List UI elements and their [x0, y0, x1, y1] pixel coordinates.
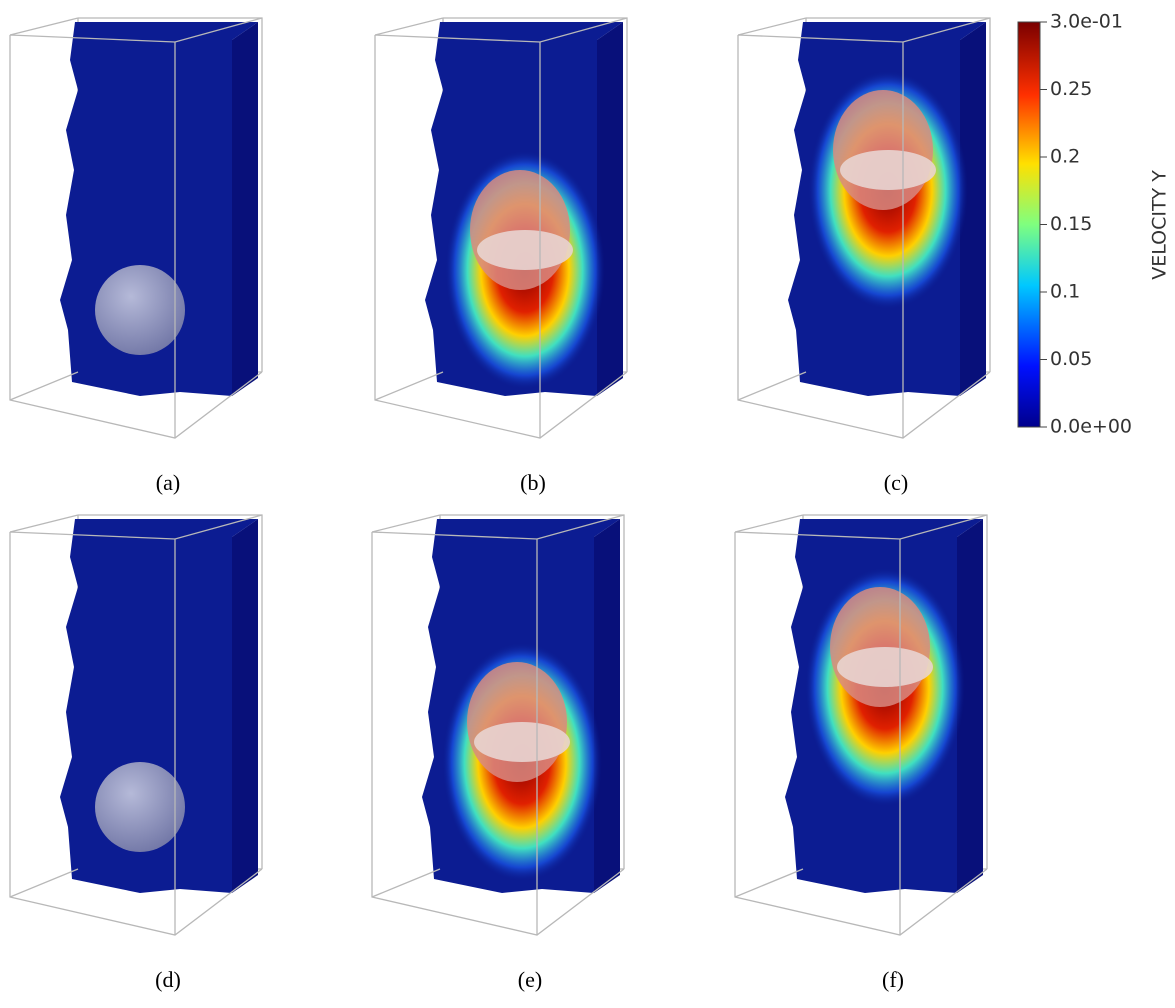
sphere	[95, 762, 185, 852]
colorbar-title: VELOCITY Y	[1149, 170, 1171, 280]
panel-label: (c)	[884, 470, 908, 495]
sphere	[470, 170, 570, 290]
sphere-cap	[477, 230, 573, 270]
panel: (a)	[9, 17, 263, 495]
panel: (c)	[737, 17, 991, 495]
sphere	[467, 662, 567, 782]
box-front	[737, 17, 991, 439]
sphere-cap	[837, 647, 933, 687]
slab-side	[594, 519, 620, 893]
panel: (e)	[371, 514, 625, 992]
slab-side	[957, 519, 983, 893]
colorbar-tick-label: 0.25	[1050, 78, 1092, 100]
sphere	[95, 265, 185, 355]
sphere	[833, 90, 933, 210]
sphere	[830, 587, 930, 707]
panel: (f)	[734, 514, 988, 992]
colorbar-tick-label: 0.0e+00	[1050, 416, 1132, 438]
panel-label: (d)	[155, 967, 181, 992]
slab-side	[960, 22, 986, 396]
box-front	[9, 514, 263, 936]
slab-side	[232, 22, 258, 396]
panel-label: (a)	[156, 470, 180, 495]
box-front	[371, 514, 625, 936]
colorbar-tick-label: 3.0e-01	[1050, 11, 1123, 33]
panel-label: (b)	[520, 470, 546, 495]
slab-side	[232, 519, 258, 893]
colorbar-tick-label: 0.2	[1050, 146, 1080, 168]
box-front	[374, 17, 628, 439]
panel: (d)	[9, 514, 263, 992]
box-front	[734, 514, 988, 936]
box-front	[9, 17, 263, 439]
panel-label: (f)	[882, 967, 904, 992]
panels: (a) (b) (c) (d) (e) (f)	[9, 17, 991, 992]
colorbar-tick-label: 0.1	[1050, 281, 1080, 303]
colorbar-tick-label: 0.15	[1050, 213, 1092, 235]
sphere-cap	[840, 150, 936, 190]
colorbar: VELOCITY Y 3.0e-01 0.25 0.2 0.15 0.1 0.05 0.0e…	[1017, 11, 1171, 438]
slab-side	[597, 22, 623, 396]
colorbar-gradient	[1017, 21, 1041, 428]
panel: (b)	[374, 17, 628, 495]
panel-label: (e)	[518, 967, 542, 992]
sphere-cap	[474, 722, 570, 762]
colorbar-tick-label: 0.05	[1050, 348, 1092, 370]
